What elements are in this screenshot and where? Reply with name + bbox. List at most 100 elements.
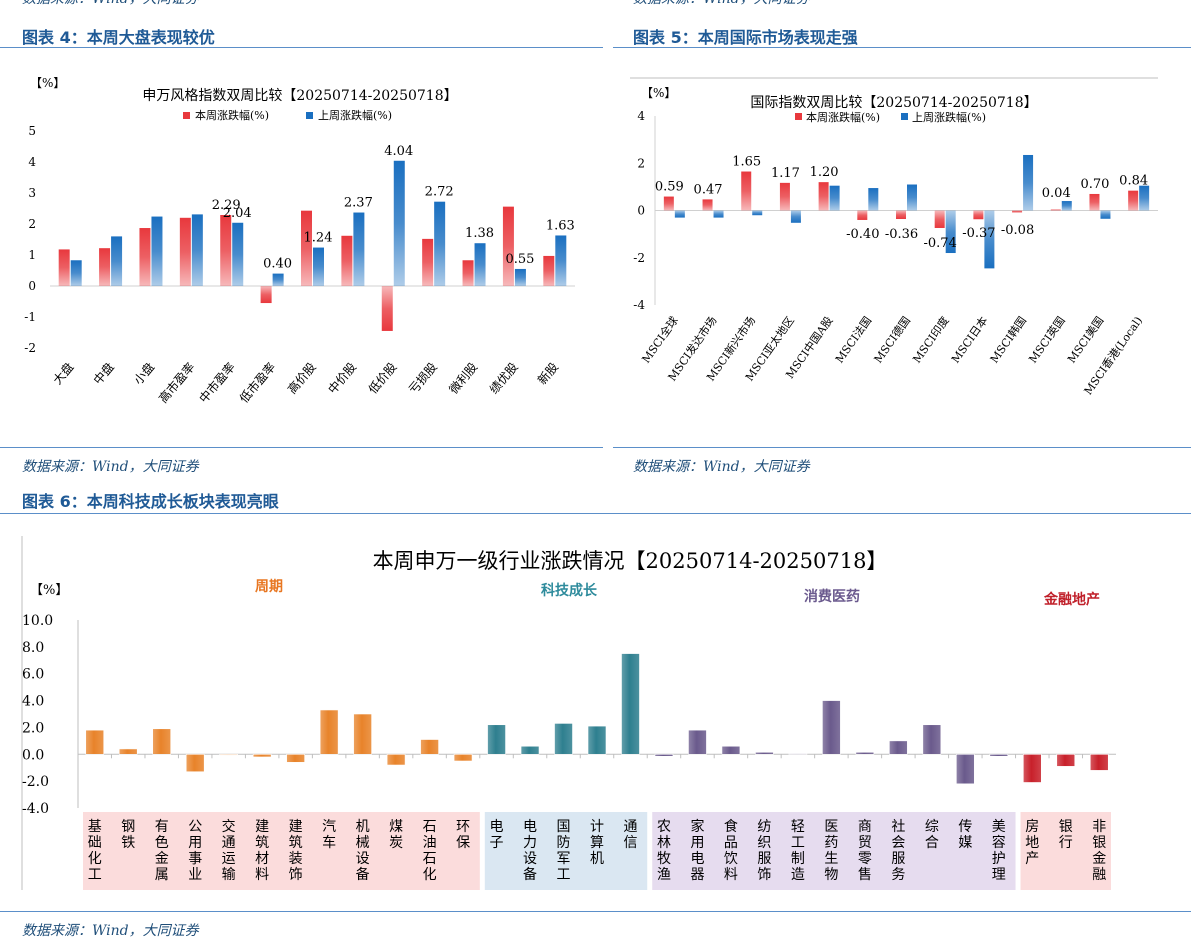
category-label: 建筑装饰: [289, 819, 303, 883]
bar-last-week: [313, 247, 324, 286]
data-label: 1.63: [546, 218, 575, 233]
industry-bar: [252, 753, 272, 758]
industry-bar: [755, 751, 774, 755]
industry-bar: [621, 653, 640, 755]
category-label: 高价股: [284, 359, 319, 396]
style-title: 申万风格指数双周比较【20250714-20250718】: [142, 88, 457, 104]
bar-this-week: [741, 171, 752, 211]
data-label: 2.37: [344, 196, 373, 211]
bar-this-week: [934, 210, 945, 228]
y-tick-label: 4.0: [22, 694, 44, 710]
data-label: 1.17: [771, 166, 800, 181]
category-label: 医药生物: [824, 819, 838, 883]
data-label: 0.47: [694, 182, 723, 197]
bar-last-week: [232, 222, 244, 286]
industry-bar: [152, 728, 172, 755]
bar-last-week: [1100, 210, 1111, 219]
category-label: 基础化工: [88, 818, 102, 883]
legend-this-week-swatch: [183, 112, 190, 119]
industry-bar: [855, 751, 875, 755]
y-tick-label: 2.0: [22, 720, 44, 736]
bar-last-week: [555, 235, 567, 286]
category-label: 环保: [456, 819, 470, 851]
legend-this-week-swatch: [795, 113, 802, 120]
data-label: -0.08: [1001, 223, 1034, 238]
style-legend-last-week: 上周涨跌幅(%): [318, 108, 392, 122]
category-label: 家用电器: [690, 818, 704, 883]
data-label: -0.40: [846, 227, 879, 242]
industry-bar: [319, 709, 339, 755]
category-label: MSCI美国: [1065, 314, 1106, 365]
category-label: 中价股: [325, 359, 360, 396]
industry-plot: 10.0 8.0 6.0 4.0 2.0 0.0 -2.0 -4.0 基础化工 钢铁 有色金属 公用事…: [22, 579, 1116, 890]
y-tick-label: 3: [28, 186, 36, 200]
data-label: 2.72: [425, 185, 454, 200]
bar-last-week: [514, 268, 526, 286]
bar-this-week: [1089, 193, 1100, 211]
industry-bar: [185, 753, 205, 773]
data-label: 0.55: [505, 252, 534, 267]
bar-this-week: [857, 210, 868, 220]
category-label: 中盘: [90, 359, 117, 387]
style-legend: 本周涨跌幅(%) 上周涨跌幅(%): [183, 108, 392, 122]
category-label: 美容护理: [992, 819, 1006, 883]
category-label: 低市盈率: [236, 359, 278, 405]
category-label: 亏损股: [406, 360, 440, 397]
y-tick-label: -2.0: [22, 774, 49, 790]
industry-bar: [118, 748, 138, 755]
top-source-left: 数据来源：Wind，大同证券: [22, 0, 199, 8]
data-label: 0.04: [1042, 186, 1071, 201]
bar-this-week: [301, 210, 312, 286]
category-label: 微利股: [446, 360, 480, 397]
industry-bar: [554, 723, 573, 755]
fig4-source: 数据来源：Wind，大同证券: [22, 459, 199, 475]
category-label: 食品饮料: [724, 818, 738, 883]
data-label: 2.29: [212, 198, 241, 213]
industry-bar: [353, 713, 372, 755]
bar-last-week: [945, 210, 956, 254]
bar-last-week: [353, 212, 365, 286]
bar-this-week: [502, 206, 514, 286]
data-label: 2.04: [223, 206, 252, 221]
legend-last-week-swatch: [306, 112, 313, 119]
category-label: MSCI英国: [1026, 314, 1068, 366]
intl-title: 国际指数双周比较【20250714-20250718】: [750, 95, 1037, 111]
category-label: 有色金属: [155, 819, 169, 883]
bar-this-week: [663, 196, 674, 211]
industry-chart: 本周申万一级行业涨跌情况【20250714-20250718】 【%】 10.0…: [21, 536, 1116, 890]
category-label: 煤炭: [389, 819, 403, 851]
category-label: 电力设备: [523, 819, 537, 883]
fig6-bottom-rule: [0, 911, 1191, 912]
intl-chart: 【%】 国际指数双周比较【20250714-20250718】 本周涨跌幅(%)…: [630, 77, 1158, 397]
industry-bar: [286, 753, 305, 763]
category-label: MSCI法国: [832, 314, 874, 366]
industry-bar: [1056, 753, 1076, 767]
category-label: 小盘: [130, 359, 157, 387]
data-label: 0.40: [263, 257, 292, 272]
category-label: 农林牧渔: [657, 819, 671, 883]
y-tick-label: 2: [637, 156, 645, 170]
industry-unit: 【%】: [30, 583, 68, 598]
industry-bar: [85, 729, 105, 755]
fig5-source: 数据来源：Wind，大同证券: [633, 459, 810, 475]
group-label: 消费医药: [804, 588, 860, 605]
y-tick-label: 8.0: [22, 640, 44, 656]
bar-last-week: [1061, 201, 1072, 211]
y-tick-label: 0: [637, 204, 645, 218]
data-label: 0.59: [655, 180, 684, 195]
bar-this-week: [543, 255, 555, 286]
y-tick-label: -4: [633, 298, 645, 312]
y-tick-label: 6.0: [22, 667, 44, 683]
bar-last-week: [70, 260, 82, 286]
data-label: -0.37: [962, 226, 995, 241]
data-label: 1.20: [810, 165, 839, 180]
industry-bar: [420, 739, 439, 755]
industry-bar: [721, 745, 741, 755]
y-tick-label: 2: [28, 217, 36, 231]
fig6-source: 数据来源：Wind，大同证券: [22, 923, 199, 939]
bar-last-week: [907, 184, 917, 211]
category-label: MSCI德国: [871, 314, 913, 366]
bar-last-week: [868, 188, 879, 211]
data-label: 0.70: [1080, 177, 1109, 192]
